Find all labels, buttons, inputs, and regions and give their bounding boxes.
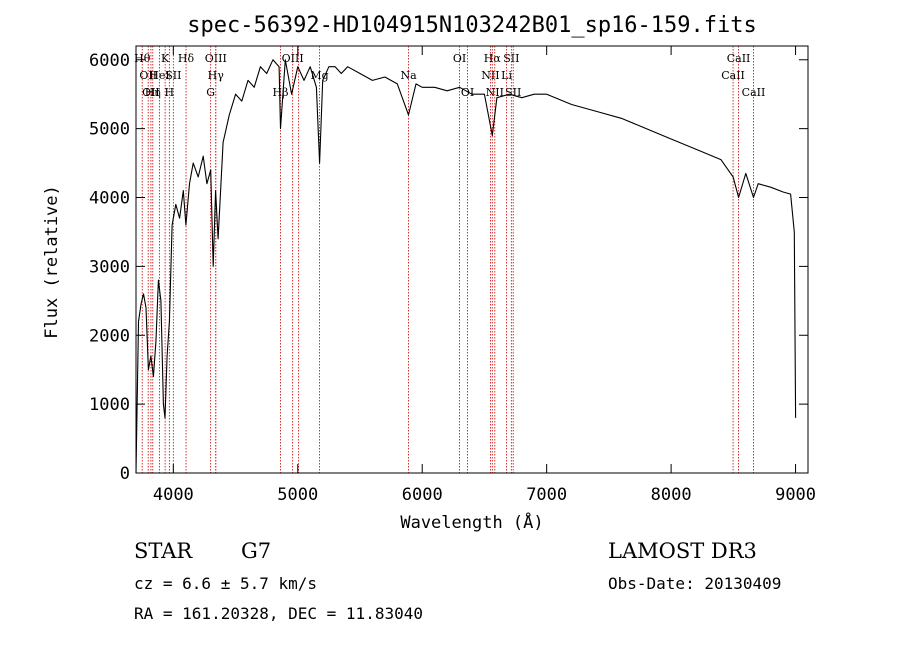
line-marker-label: Mg bbox=[310, 69, 328, 82]
line-marker-label: SII bbox=[165, 69, 181, 82]
y-tick-label: 4000 bbox=[89, 189, 130, 209]
y-tick-label: 6000 bbox=[89, 51, 130, 71]
line-marker-label: OIII bbox=[282, 52, 304, 65]
y-axis-label: Flux (relative) bbox=[42, 185, 62, 339]
x-tick-label: 7000 bbox=[526, 485, 567, 505]
spectrum-line bbox=[135, 59, 797, 474]
x-tick-label: 9000 bbox=[775, 485, 816, 505]
line-marker-label: Hθ bbox=[134, 52, 151, 65]
x-axis-label: Wavelength (Å) bbox=[400, 511, 543, 533]
line-marker-label: OI bbox=[453, 52, 466, 65]
y-tick-label: 5000 bbox=[89, 120, 130, 140]
line-marker-label: NII bbox=[486, 86, 504, 99]
line-marker-label: Hβ bbox=[273, 86, 289, 99]
redshift-velocity: cz = 6.6 ± 5.7 km/s bbox=[134, 574, 318, 593]
x-tick-label: 5000 bbox=[277, 485, 318, 505]
object-type: STAR bbox=[134, 539, 193, 563]
x-tick-label: 6000 bbox=[402, 485, 443, 505]
y-tick-label: 2000 bbox=[89, 326, 130, 346]
line-marker-label: SII bbox=[503, 52, 519, 65]
line-marker-label: Hη bbox=[145, 86, 161, 99]
survey-name: LAMOST DR3 bbox=[608, 539, 757, 563]
line-marker-label: CaII bbox=[742, 86, 766, 99]
line-marker-label: Hγ bbox=[208, 69, 225, 82]
line-marker-label: H bbox=[165, 86, 175, 99]
x-tick-label: 4000 bbox=[153, 485, 194, 505]
line-marker-label: Hδ bbox=[178, 52, 195, 65]
line-marker-label: K bbox=[161, 52, 170, 65]
y-tick-label: 0 bbox=[120, 464, 130, 484]
line-marker-label: OI bbox=[461, 86, 474, 99]
spectrum-series bbox=[135, 59, 797, 474]
line-marker-label: HeI bbox=[149, 69, 169, 82]
y-tick-label: 1000 bbox=[89, 395, 130, 415]
coordinates: RA = 161.20328, DEC = 11.83040 bbox=[134, 604, 423, 623]
line-marker-label: Li bbox=[501, 69, 512, 82]
spectral-subclass: G7 bbox=[241, 539, 272, 563]
plot-frame bbox=[135, 45, 809, 474]
observation-date: Obs-Date: 20130409 bbox=[608, 574, 782, 593]
axis-ticks: 4000 5000 6000 7000 8000 9000 0 1000 2000 3000 400… bbox=[89, 46, 816, 505]
y-tick-label: 3000 bbox=[89, 257, 130, 277]
line-marker-label: CaII bbox=[721, 69, 745, 82]
plot-border bbox=[135, 45, 809, 474]
chart-title: spec-56392-HD104915N103242B01_sp16-159.f… bbox=[187, 13, 757, 38]
line-marker-label: OII bbox=[139, 69, 157, 82]
x-tick-label: 8000 bbox=[651, 485, 692, 505]
line-marker-label: G bbox=[206, 86, 215, 99]
line-marker-label: CaII bbox=[727, 52, 751, 65]
line-marker-label: Hα bbox=[484, 52, 502, 65]
line-marker-label: NII bbox=[481, 69, 499, 82]
line-marker-label: SII bbox=[505, 86, 521, 99]
line-marker-label: Na bbox=[400, 69, 417, 82]
line-marker-label: OII bbox=[142, 86, 160, 99]
